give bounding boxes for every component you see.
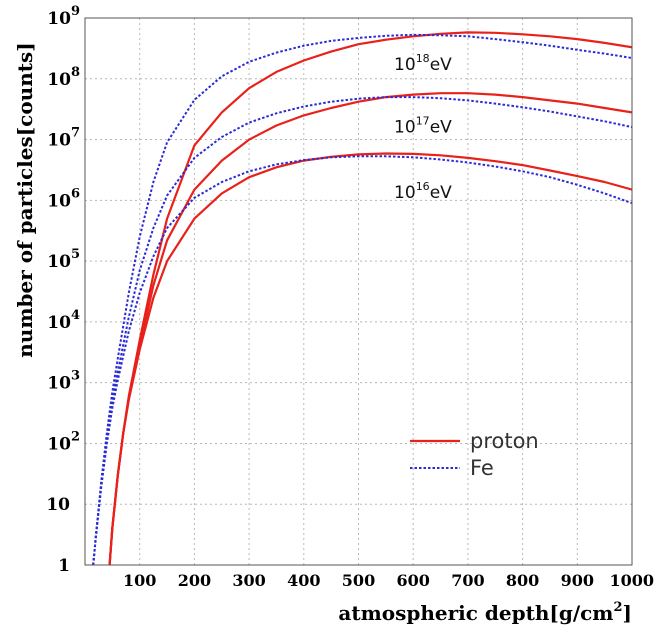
y-tick-label: 108 xyxy=(47,65,80,90)
y-tick-base: 10 xyxy=(47,131,71,151)
x-tick-label: 800 xyxy=(506,571,539,590)
energy-annotation: 1018eV xyxy=(394,52,452,75)
y-tick-label: 107 xyxy=(47,126,80,151)
annotation-base: 10 xyxy=(394,55,416,75)
annotation-unit: eV xyxy=(430,183,452,203)
y-tick-label: 109 xyxy=(47,4,80,29)
x-tick-label: 200 xyxy=(178,571,211,590)
legend-label: proton xyxy=(470,429,539,453)
y-tick-exponent: 7 xyxy=(71,126,80,141)
annotation-unit: eV xyxy=(430,118,452,138)
y-tick-label: 104 xyxy=(47,308,80,333)
y-tick-exponent: 8 xyxy=(71,65,80,80)
y-tick-base: 10 xyxy=(46,495,70,515)
y-tick-base: 1 xyxy=(58,556,70,576)
y-tick-label: 103 xyxy=(47,369,80,394)
y-tick-label: 106 xyxy=(47,186,80,211)
grid xyxy=(85,18,632,565)
y-tick-base: 10 xyxy=(47,374,71,394)
y-tick-base: 10 xyxy=(47,434,71,454)
x-axis-label: atmospheric depth[g/cm2] xyxy=(338,600,632,625)
fe-series-line xyxy=(92,96,632,565)
x-tick-label: 1000 xyxy=(609,571,654,590)
energy-annotation: 1017eV xyxy=(394,115,452,138)
y-tick-label: 1 xyxy=(58,556,70,576)
y-tick-exponent: 3 xyxy=(71,369,80,384)
y-tick-label: 102 xyxy=(47,429,80,454)
x-tick-label: 500 xyxy=(342,571,375,590)
y-tick-exponent: 2 xyxy=(71,429,80,444)
y-tick-base: 10 xyxy=(47,252,71,272)
x-tick-label: 400 xyxy=(287,571,320,590)
energy-annotation: 1016eV xyxy=(394,180,452,203)
fe-series-line xyxy=(92,33,632,565)
legend-label: Fe xyxy=(470,456,494,480)
x-tick-label: 100 xyxy=(123,571,156,590)
y-tick-exponent: 4 xyxy=(71,308,80,323)
annotation-exponent: 18 xyxy=(416,52,430,65)
annotation-base: 10 xyxy=(394,118,416,138)
y-tick-base: 10 xyxy=(47,313,71,333)
y-tick-exponent: 6 xyxy=(71,186,80,201)
plot-frame xyxy=(84,17,633,566)
x-tick-label: 300 xyxy=(232,571,265,590)
x-tick-label: 600 xyxy=(396,571,429,590)
x-tick-label: 700 xyxy=(451,571,484,590)
y-tick-base: 10 xyxy=(47,70,71,90)
y-tick-exponent: 5 xyxy=(71,247,80,262)
annotation-exponent: 17 xyxy=(416,115,430,128)
fe-series-line xyxy=(92,155,632,565)
y-tick-label: 105 xyxy=(47,247,80,272)
x-tick-label: 900 xyxy=(561,571,594,590)
series-lines xyxy=(92,31,632,565)
y-tick-base: 10 xyxy=(47,9,71,29)
y-axis-label: number of particles[counts] xyxy=(13,42,37,357)
annotation-exponent: 16 xyxy=(416,180,430,193)
annotation-unit: eV xyxy=(430,55,452,75)
y-tick-base: 10 xyxy=(47,191,71,211)
legend: proton Fe xyxy=(410,429,539,480)
annotation-base: 10 xyxy=(394,183,416,203)
x-axis-ticks: 100 200 300 400 500 600 700 800 900 1000 xyxy=(123,571,654,590)
y-tick-label: 10 xyxy=(46,495,70,515)
y-tick-exponent: 9 xyxy=(71,4,80,19)
